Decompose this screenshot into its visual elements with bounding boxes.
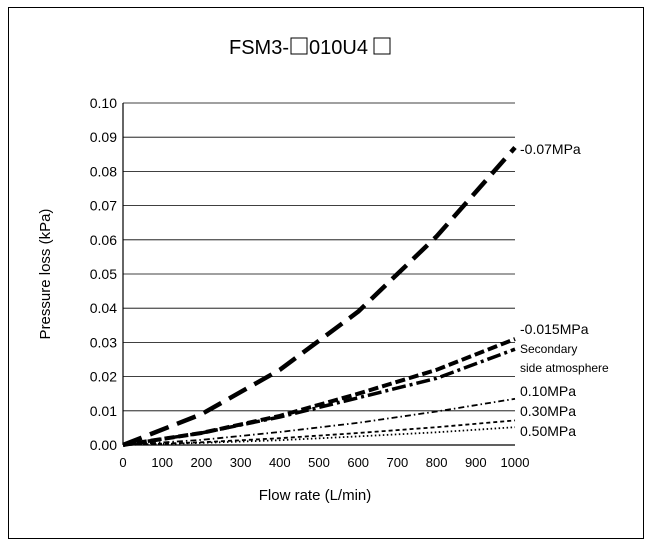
x-tick-label: 1000 [501,455,530,470]
series-layer [122,146,517,448]
chart-frame: FSM3- 010U4 0.00 0.01 0.02 0.03 0.04 0.05 0.06… [8,7,644,539]
y-tick-label: 0.03 [90,334,117,350]
title-box-1 [290,37,308,55]
y-tick-label: 0.01 [90,403,117,419]
series-line-5 [122,426,516,446]
series-label-secondary: Secondary [520,342,577,356]
series-line-0 [122,146,517,448]
x-tick-label: 400 [269,455,291,470]
series-line-2 [122,347,516,447]
series-label-0-30: 0.30MPa [520,403,576,419]
series-label-0-50: 0.50MPa [520,423,576,439]
x-tick-label: 200 [191,455,213,470]
y-tick-label: 0.06 [90,232,117,248]
y-tick-label: 0.00 [90,437,117,453]
y-tick-label: 0.04 [90,300,117,316]
x-tick-label: 0 [119,455,126,470]
x-tick-label: 600 [347,455,369,470]
x-tick-label: 800 [426,455,448,470]
x-axis-label: Flow rate (L/min) [259,487,372,504]
series-label-minus-0-07: -0.07MPa [520,141,581,157]
series-line-3 [122,397,516,446]
title-middle: 010U4 [309,37,368,59]
x-tick-label: 500 [308,455,330,470]
x-tick-label: 700 [387,455,409,470]
x-tick-labels: 0 100 200 300 400 500 600 700 800 900 1000 [119,455,529,470]
y-tick-label: 0.02 [90,369,117,385]
y-tick-label: 0.10 [90,95,117,111]
chart-title: FSM3- 010U4 [229,37,391,59]
y-axis-label: Pressure loss (kPa) [37,209,54,340]
series-label-minus-0-015: -0.015MPa [520,321,589,337]
y-tick-label: 0.05 [90,266,117,282]
y-tick-label: 0.08 [90,163,117,179]
title-prefix: FSM3- [229,37,289,59]
y-tick-label: 0.07 [90,198,117,214]
x-tick-label: 300 [230,455,252,470]
y-tick-label: 0.09 [90,129,117,145]
series-label-0-10: 0.10MPa [520,383,576,399]
grid-lines [123,102,515,412]
x-tick-label: 900 [465,455,487,470]
series-line-1 [122,337,516,447]
x-tick-label: 100 [151,455,173,470]
series-label-side-atmosphere: side atmosphere [520,361,609,375]
y-tick-labels: 0.00 0.01 0.02 0.03 0.04 0.05 0.06 0.07 0.08 0.09… [90,95,117,453]
pressure-loss-chart: FSM3- 010U4 0.00 0.01 0.02 0.03 0.04 0.05 0.06… [37,37,609,504]
title-box-2 [373,37,391,55]
